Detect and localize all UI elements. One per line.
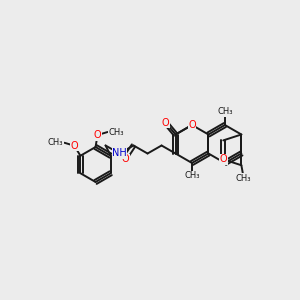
- Text: CH₃: CH₃: [217, 107, 233, 116]
- Text: O: O: [70, 141, 78, 151]
- Text: O: O: [220, 154, 227, 164]
- Text: CH₃: CH₃: [184, 172, 200, 181]
- Text: O: O: [162, 118, 170, 128]
- Text: O: O: [94, 130, 101, 140]
- Text: CH₃: CH₃: [236, 174, 251, 183]
- Text: O: O: [188, 120, 196, 130]
- Text: CH₃: CH₃: [48, 138, 63, 147]
- Text: CH₃: CH₃: [109, 128, 124, 136]
- Text: O: O: [122, 154, 129, 164]
- Text: NH: NH: [112, 148, 127, 158]
